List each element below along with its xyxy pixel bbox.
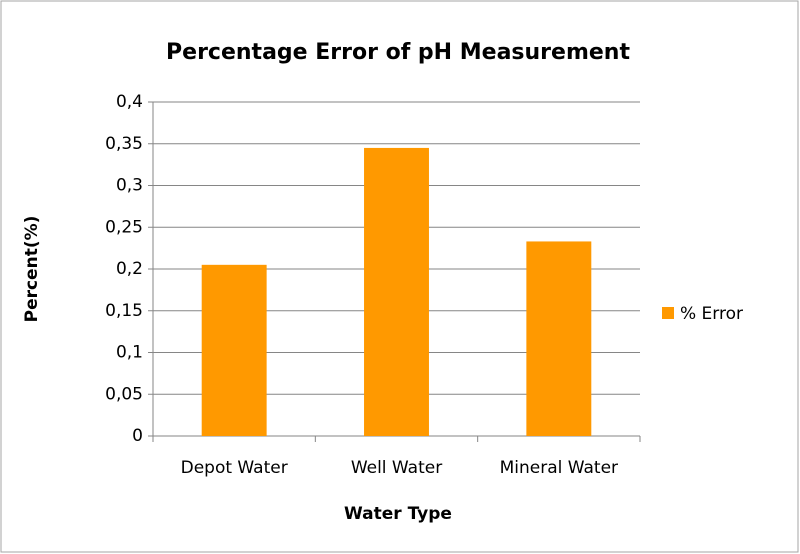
y-tick-label: 0,05 (105, 384, 143, 404)
y-tick-label: 0,25 (105, 217, 143, 237)
x-tick-label: Well Water (351, 458, 442, 478)
y-axis-title: Percent(%) (22, 216, 42, 323)
legend-swatch (662, 307, 674, 319)
x-tick-label: Mineral Water (500, 458, 618, 478)
y-tick-label: 0,15 (105, 301, 143, 321)
y-tick-label: 0,1 (116, 343, 143, 363)
y-tick-label: 0 (132, 426, 143, 446)
bar (526, 241, 592, 436)
bar (201, 264, 267, 436)
y-tick-label: 0,4 (116, 92, 143, 112)
x-tick-label: Depot Water (181, 458, 288, 478)
bar (364, 147, 429, 437)
legend-label: % Error (680, 304, 743, 324)
chart-title: Percentage Error of pH Measurement (166, 40, 630, 65)
y-tick-label: 0,3 (116, 176, 143, 196)
y-tick-label: 0,2 (116, 259, 143, 279)
x-axis-title: Water Type (344, 504, 452, 524)
y-tick-label: 0,35 (105, 134, 143, 154)
